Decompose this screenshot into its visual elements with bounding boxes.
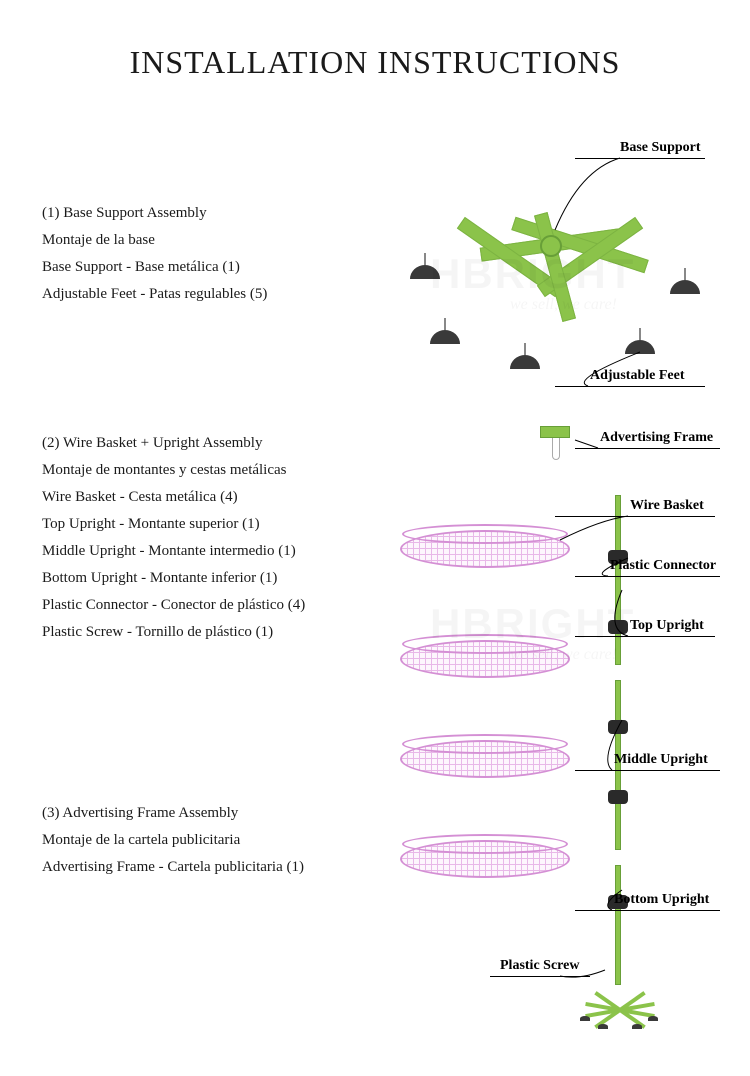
plastic-connector-shape — [608, 620, 628, 634]
section-2: (2) Wire Basket + Upright Assembly Monta… — [42, 430, 382, 646]
callout-base-support: Base Support — [620, 140, 701, 156]
page-title: INSTALLATION INSTRUCTIONS — [0, 0, 750, 81]
callout-plastic-screw: Plastic Screw — [500, 958, 579, 974]
base-hub — [540, 235, 562, 257]
s2-line3: Wire Basket - Cesta metálica (4) — [42, 484, 382, 511]
s1-line2: Montaje de la base — [42, 227, 382, 254]
s2-line8: Plastic Screw - Tornillo de plástico (1) — [42, 619, 382, 646]
callout-bottom-upright: Bottom Upright — [614, 892, 709, 908]
diagram-base-support — [380, 180, 720, 390]
bottom-upright-pole — [615, 865, 621, 985]
callout-adjustable-feet: Adjustable Feet — [590, 368, 685, 384]
advertising-frame-wire — [552, 438, 560, 460]
adjustable-foot — [625, 340, 655, 354]
adjustable-foot — [410, 265, 440, 279]
wire-basket — [400, 530, 570, 568]
callout-top-upright: Top Upright — [630, 618, 704, 634]
s2-line5: Middle Upright - Montante intermedio (1) — [42, 538, 382, 565]
mini-base — [580, 990, 660, 1030]
adjustable-foot — [430, 330, 460, 344]
s1-heading: (1) Base Support Assembly — [42, 200, 382, 227]
s2-line4: Top Upright - Montante superior (1) — [42, 511, 382, 538]
top-upright-pole — [615, 495, 621, 665]
s2-line6: Bottom Upright - Montante inferior (1) — [42, 565, 382, 592]
callout-advertising-frame: Advertising Frame — [600, 430, 713, 446]
s3-line3: Advertising Frame - Cartela publicitaria… — [42, 854, 382, 881]
s2-heading: (2) Wire Basket + Upright Assembly — [42, 430, 382, 457]
section-1: (1) Base Support Assembly Montaje de la … — [42, 200, 382, 308]
adjustable-foot — [670, 280, 700, 294]
callout-plastic-connector: Plastic Connector — [610, 558, 716, 574]
wire-basket — [400, 840, 570, 878]
callout-middle-upright: Middle Upright — [614, 752, 708, 768]
adjustable-foot — [510, 355, 540, 369]
s2-line2: Montaje de montantes y cestas metálicas — [42, 457, 382, 484]
s2-line7: Plastic Connector - Conector de plástico… — [42, 592, 382, 619]
section-3: (3) Advertising Frame Assembly Montaje d… — [42, 800, 382, 881]
plastic-connector-shape — [608, 720, 628, 734]
s1-line4: Adjustable Feet - Patas regulables (5) — [42, 281, 382, 308]
plastic-connector-shape — [608, 790, 628, 804]
s1-line3: Base Support - Base metálica (1) — [42, 254, 382, 281]
advertising-frame-shape — [540, 426, 570, 438]
callout-wire-basket: Wire Basket — [630, 498, 704, 514]
s3-line2: Montaje de la cartela publicitaria — [42, 827, 382, 854]
s3-heading: (3) Advertising Frame Assembly — [42, 800, 382, 827]
wire-basket — [400, 740, 570, 778]
wire-basket — [400, 640, 570, 678]
